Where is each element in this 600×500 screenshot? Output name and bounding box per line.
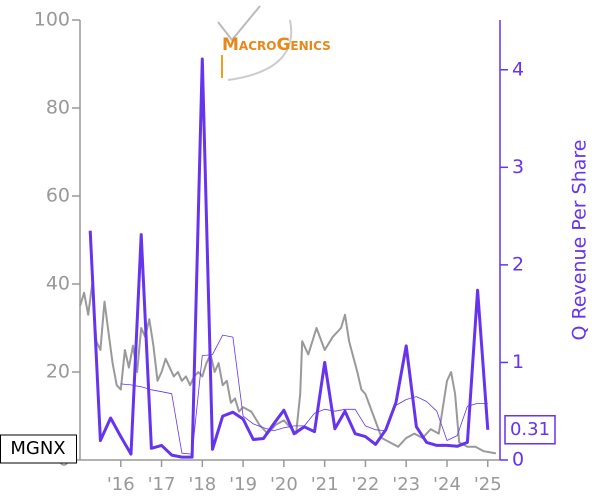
y2-tick-label: 1 [512,351,524,373]
x-tick-label: '18 [188,474,216,495]
ticker-box [0,434,77,464]
y-tick-label: 40 [46,273,70,295]
x-tick-label: '23 [392,474,420,495]
y2-tick-label: 4 [512,58,524,80]
y-tick-label: 20 [46,361,70,383]
y-tick-label: 100 [34,9,70,31]
y-tick-label: 60 [46,185,70,207]
y2-axis-label: Q Revenue Per Share [569,140,591,341]
x-tick-label: '17 [148,474,176,495]
ticker: MGNX [10,438,65,459]
x-tick-label: '25 [474,474,502,495]
logo-text: MacroGenics [222,35,331,55]
y2-tick-label: 2 [512,253,524,275]
y2-tick-label: 3 [512,156,524,178]
y-tick-label: 80 [46,97,70,119]
value-label: 0.31 [510,419,550,440]
revenue-line [120,334,488,455]
value-label-box [504,415,556,445]
x-tick-label: '22 [352,474,380,495]
x-tick-label: '21 [311,474,339,495]
x-tick-label: '20 [270,474,298,495]
price-line [79,283,497,455]
logo: MacroGenics [217,5,331,81]
logo-check [217,5,261,42]
revenue-line [88,57,490,459]
y2-tick-label: 0 [512,449,524,471]
x-tick-label: '16 [107,474,135,495]
logo-arc [227,19,293,81]
x-tick-label: '19 [229,474,257,495]
x-tick-label: '24 [433,474,461,495]
